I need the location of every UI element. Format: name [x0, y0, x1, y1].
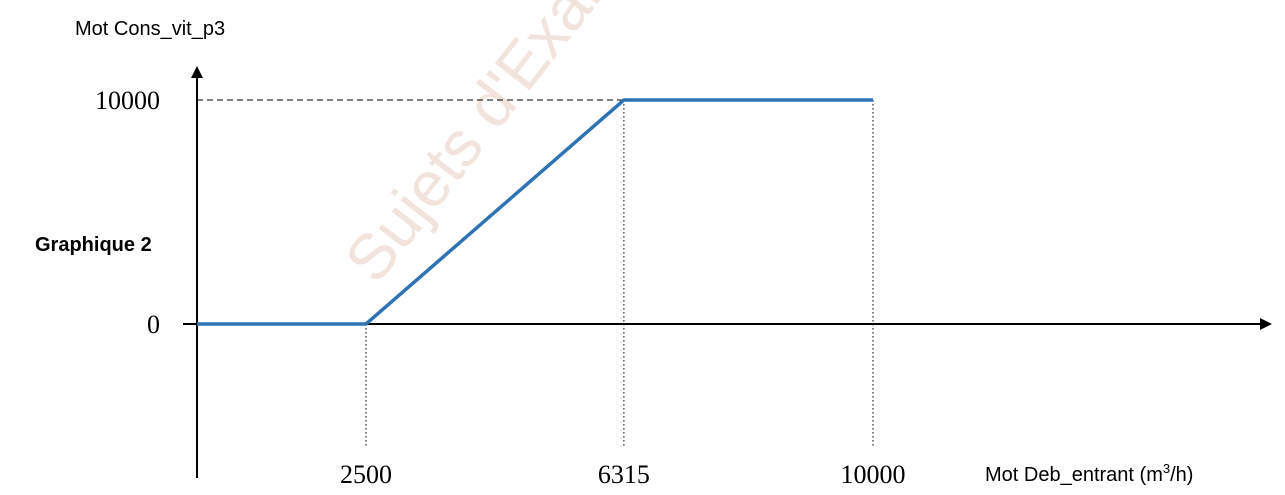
x-axis-label-suffix: /h)	[1170, 464, 1193, 486]
y-axis-label: Mot Cons_vit_p3	[75, 18, 225, 40]
panel-label: Graphique 2	[35, 234, 152, 256]
x-axis-label-superscript: 3	[1163, 461, 1170, 476]
x-tick-label-2500: 2500	[340, 460, 392, 489]
x-axis-label: Mot Deb_entrant (m3/h)	[985, 461, 1193, 486]
guide-lines	[197, 99, 874, 448]
y-tick-label-10000: 10000	[95, 86, 160, 115]
x-tick-label-10000: 10000	[841, 460, 906, 489]
series-layer	[197, 98, 873, 326]
x-axis-label-prefix: Mot Deb_entrant (m	[985, 464, 1163, 486]
x-tick-labels: 2500 6315 10000	[340, 460, 906, 489]
y-tick-label-0: 0	[147, 310, 160, 339]
y-tick-labels: 0 10000	[95, 86, 160, 339]
x-tick-label-6315: 6315	[598, 460, 650, 489]
series-line	[197, 98, 873, 326]
